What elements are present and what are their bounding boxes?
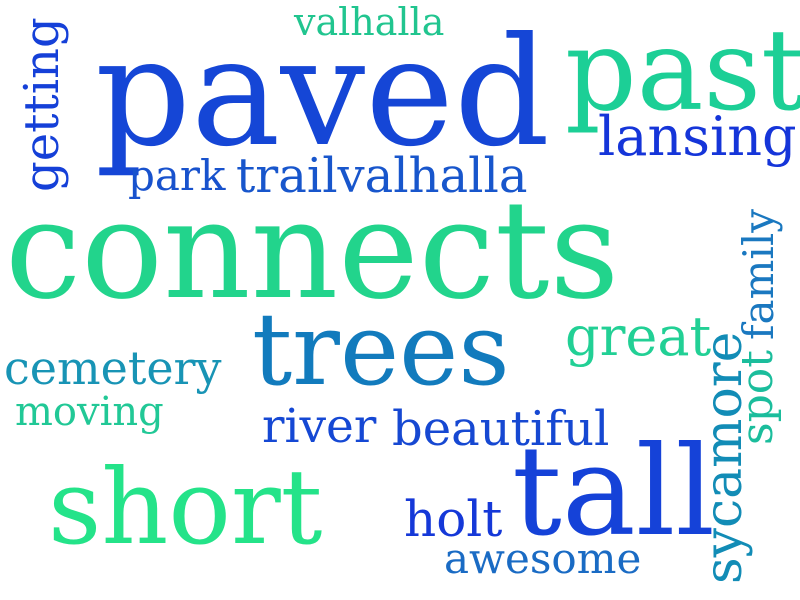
word-connects: connects bbox=[5, 172, 620, 330]
word-tall: tall bbox=[512, 420, 716, 564]
word-river: river bbox=[262, 399, 377, 454]
word-great: great bbox=[565, 305, 712, 368]
word-short: short bbox=[48, 446, 323, 568]
word-valhalla: valhalla bbox=[294, 0, 445, 44]
word-beautiful: beautiful bbox=[392, 401, 610, 457]
word-park: park bbox=[128, 151, 226, 200]
word-moving: moving bbox=[15, 389, 164, 435]
word-paved: paved bbox=[95, 6, 550, 180]
word-awesome: awesome bbox=[444, 534, 642, 583]
word-past: past bbox=[565, 6, 800, 136]
word-getting: getting bbox=[14, 17, 70, 192]
word-lansing: lansing bbox=[598, 105, 797, 168]
word-trees: trees bbox=[252, 291, 510, 408]
word-trailvalhalla: trailvalhalla bbox=[236, 148, 528, 204]
word-spot: spot bbox=[732, 350, 783, 445]
word-cemetery: cemetery bbox=[4, 341, 222, 395]
word-family: family bbox=[734, 208, 783, 340]
word-holt: holt bbox=[404, 490, 503, 548]
